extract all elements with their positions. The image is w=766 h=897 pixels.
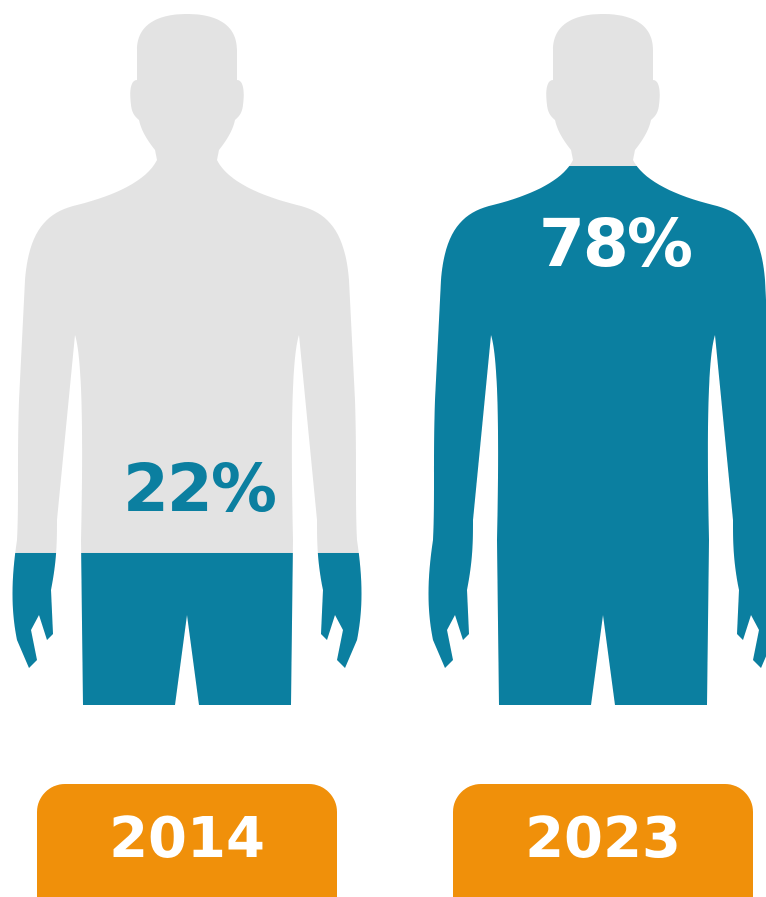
value-label: 78% xyxy=(539,205,692,282)
year-label: 2023 xyxy=(525,806,681,871)
silhouette-fill xyxy=(12,552,362,705)
year-box xyxy=(37,784,337,897)
silhouette xyxy=(428,14,766,705)
value-label: 22% xyxy=(123,450,276,527)
year-box xyxy=(453,784,753,897)
silhouette xyxy=(12,14,362,705)
year-label: 2014 xyxy=(109,806,265,871)
